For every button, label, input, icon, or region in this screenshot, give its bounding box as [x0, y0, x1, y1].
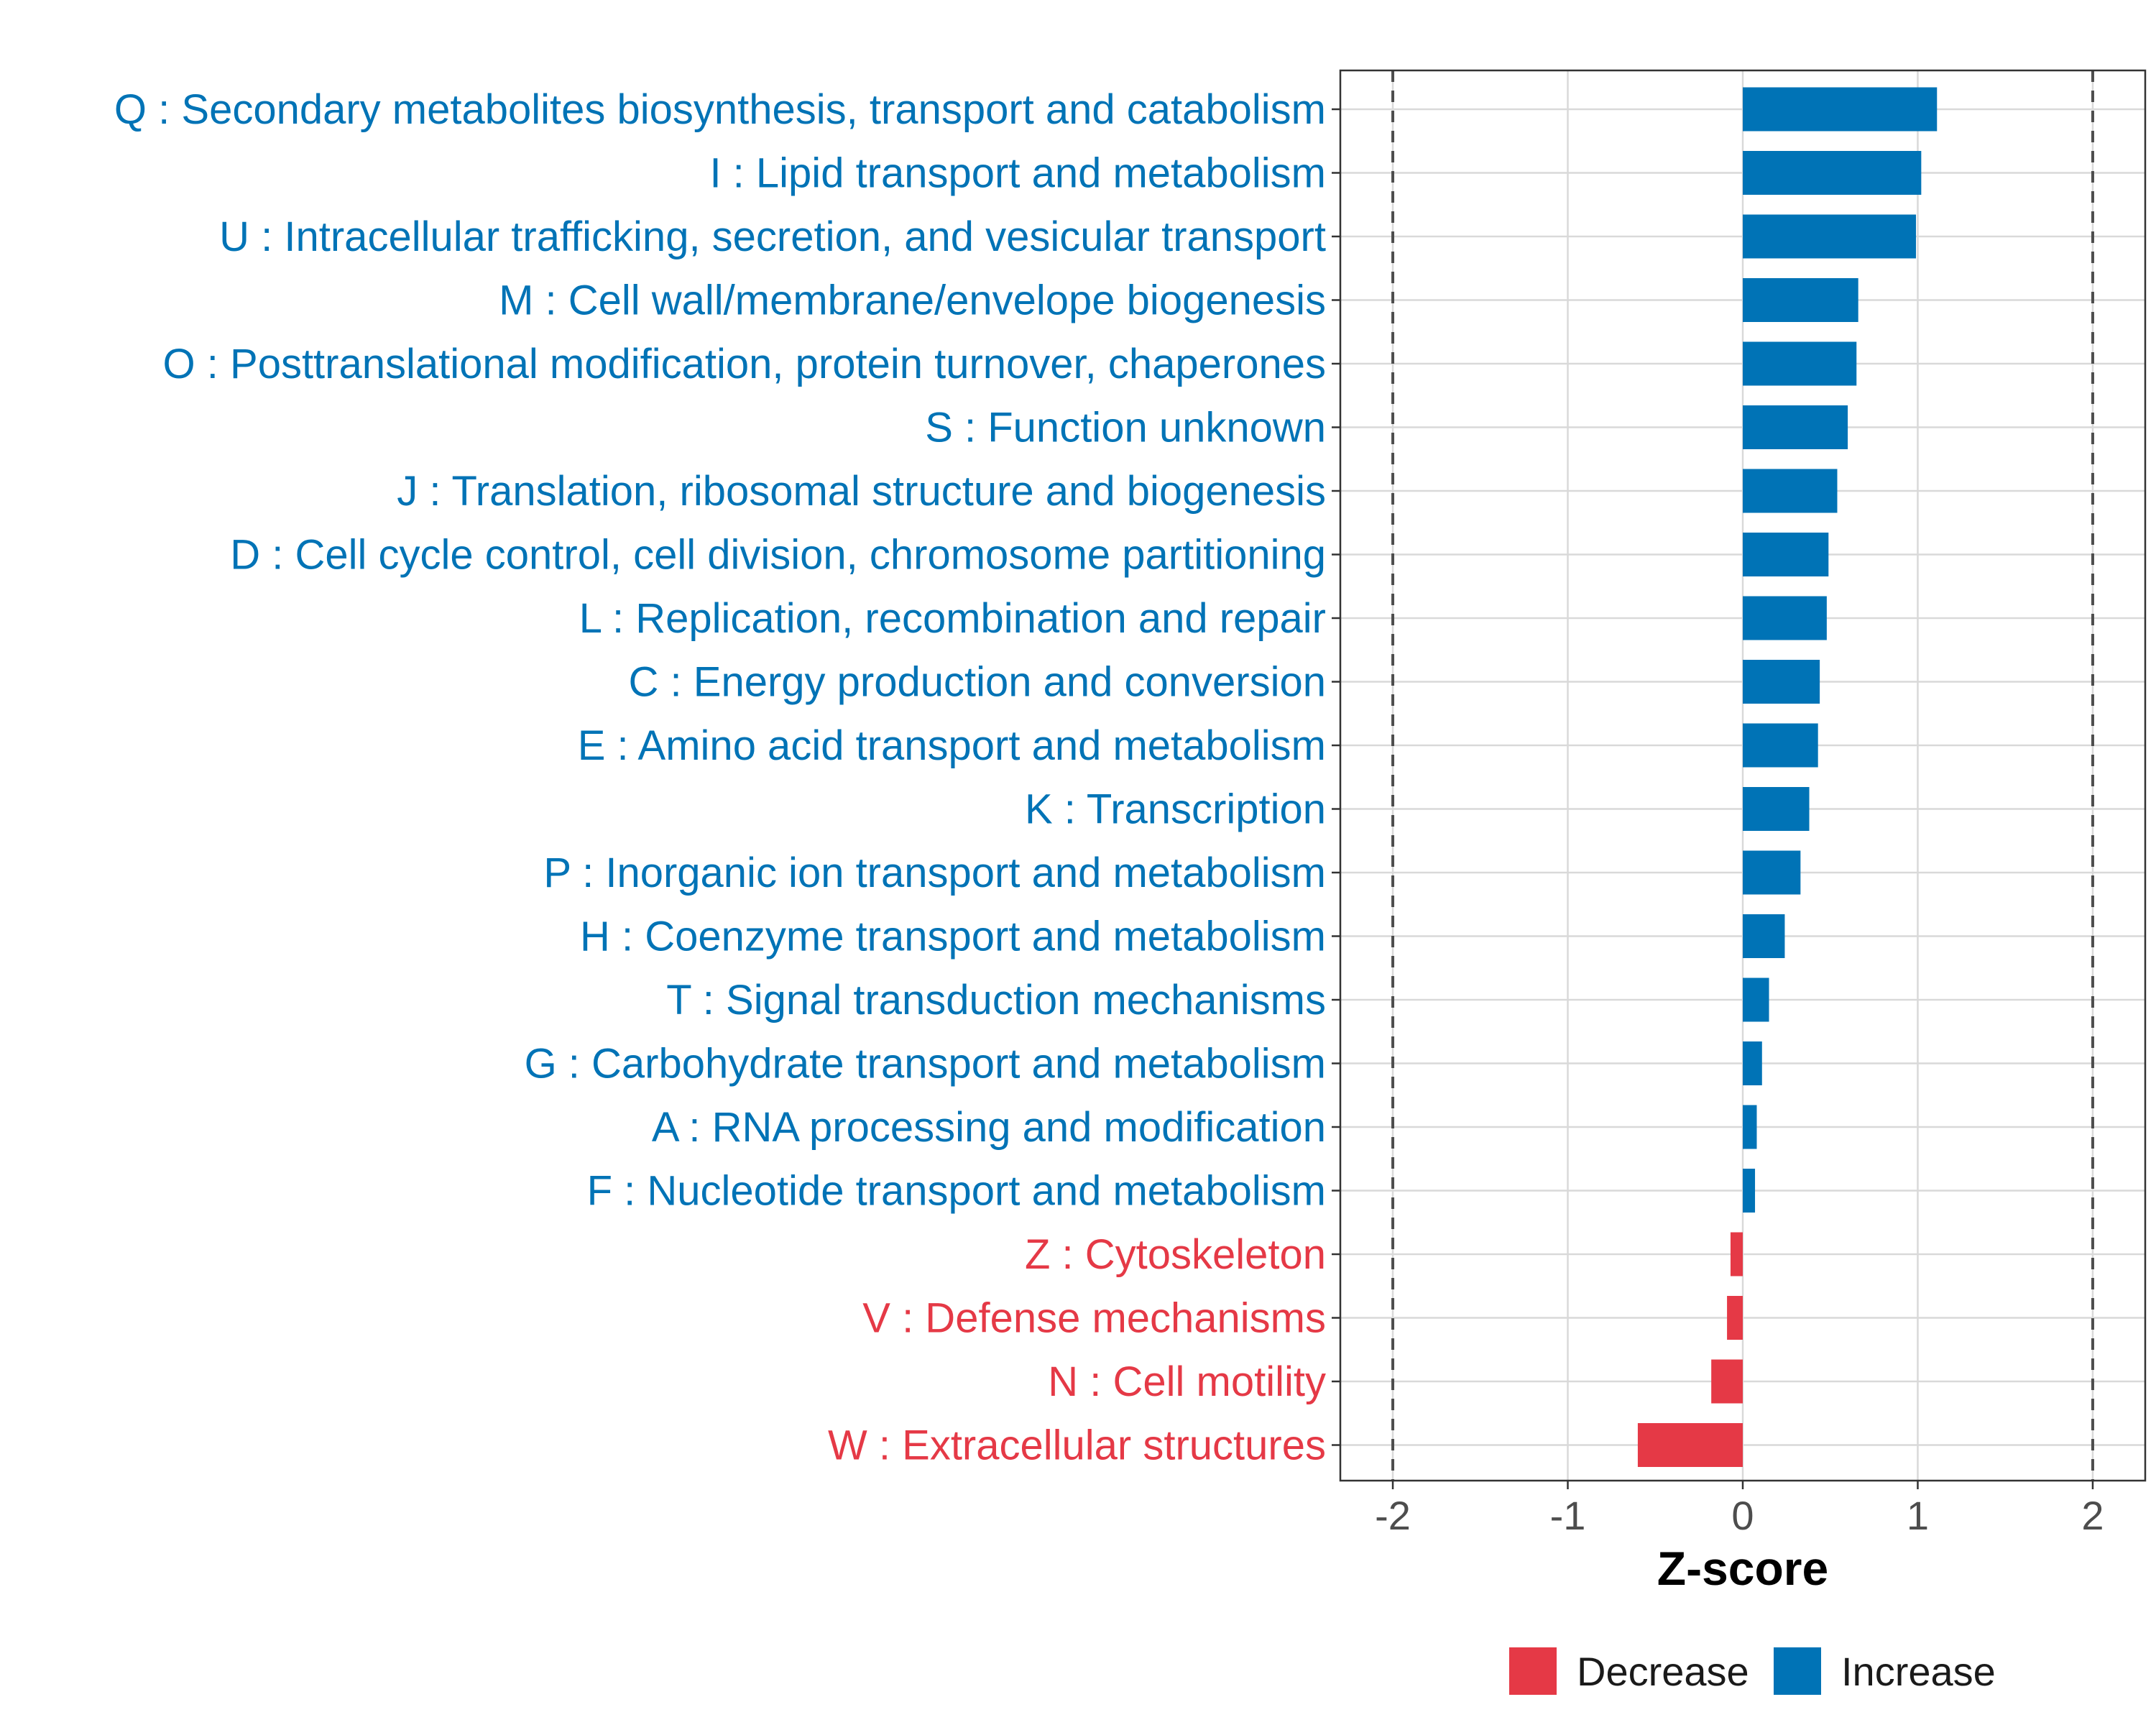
- bar: [1730, 1232, 1743, 1276]
- bar: [1637, 1423, 1743, 1467]
- bar: [1743, 405, 1848, 449]
- category-label: Q : Secondary metabolites biosynthesis, …: [114, 86, 1326, 133]
- bar: [1743, 341, 1857, 386]
- bar: [1743, 87, 1938, 132]
- y-axis-labels: Q : Secondary metabolites biosynthesis, …: [114, 86, 1326, 1469]
- bar: [1743, 151, 1922, 195]
- category-label: E : Amino acid transport and metabolism: [578, 722, 1326, 769]
- x-tick-label: -1: [1550, 1493, 1586, 1538]
- category-label: C : Energy production and conversion: [629, 659, 1326, 706]
- category-label: F : Nucleotide transport and metabolism: [587, 1168, 1326, 1215]
- bar: [1727, 1296, 1743, 1340]
- bar: [1743, 850, 1801, 895]
- category-label: K : Transcription: [1025, 786, 1326, 833]
- category-label: Z : Cytoskeleton: [1025, 1231, 1326, 1278]
- category-label: O : Posttranslational modification, prot…: [163, 341, 1326, 387]
- bar: [1743, 596, 1827, 640]
- category-label: W : Extracellular structures: [828, 1422, 1326, 1469]
- bar: [1743, 533, 1829, 576]
- category-label: M : Cell wall/membrane/envelope biogenes…: [499, 277, 1326, 324]
- category-label: S : Function unknown: [925, 405, 1326, 451]
- category-label: D : Cell cycle control, cell division, c…: [230, 532, 1326, 579]
- x-tick-label: 0: [1731, 1493, 1754, 1538]
- category-label: T : Signal transduction mechanisms: [666, 977, 1326, 1024]
- category-label: L : Replication, recombination and repai…: [579, 595, 1326, 642]
- legend-swatch: [1509, 1647, 1557, 1695]
- category-label: A : RNA processing and modification: [652, 1104, 1326, 1151]
- bar: [1711, 1359, 1743, 1404]
- x-tick-label: 2: [2081, 1493, 2104, 1538]
- threshold-layer: [1391, 70, 2094, 1481]
- legend-label: Increase: [1841, 1649, 1996, 1694]
- bar: [1743, 787, 1810, 831]
- bar: [1743, 1105, 1757, 1149]
- bar: [1743, 914, 1785, 958]
- category-label: N : Cell motility: [1048, 1358, 1326, 1405]
- legend: Decrease Increase: [1509, 1647, 1996, 1695]
- category-label: G : Carbohydrate transport and metabolis…: [525, 1041, 1326, 1087]
- bar: [1743, 278, 1858, 322]
- legend-swatch: [1774, 1647, 1821, 1695]
- y-axis-ticks: [1332, 108, 1340, 1446]
- bar: [1743, 214, 1917, 259]
- bar: [1743, 723, 1818, 768]
- bar: [1743, 1169, 1756, 1213]
- category-label: H : Coenzyme transport and metabolism: [580, 914, 1326, 960]
- category-label: V : Defense mechanisms: [862, 1295, 1326, 1342]
- legend-label: Decrease: [1577, 1649, 1749, 1694]
- x-tick-label: 1: [1907, 1493, 1929, 1538]
- bar-layer: [1637, 87, 1938, 1467]
- bar: [1743, 469, 1838, 513]
- x-tick-label: -2: [1375, 1493, 1411, 1538]
- x-axis-title: Z-score: [1657, 1542, 1828, 1595]
- x-axis-ticks: -2 -1 0 1 2: [1375, 1481, 2104, 1538]
- category-label: U : Intracellular trafficking, secretion…: [219, 213, 1326, 260]
- category-label: P : Inorganic ion transport and metaboli…: [543, 850, 1326, 896]
- category-label: I : Lipid transport and metabolism: [709, 150, 1326, 197]
- category-label: J : Translation, ribosomal structure and…: [397, 468, 1326, 515]
- bar: [1743, 660, 1820, 704]
- bar: [1743, 1041, 1762, 1085]
- bar: [1743, 978, 1769, 1022]
